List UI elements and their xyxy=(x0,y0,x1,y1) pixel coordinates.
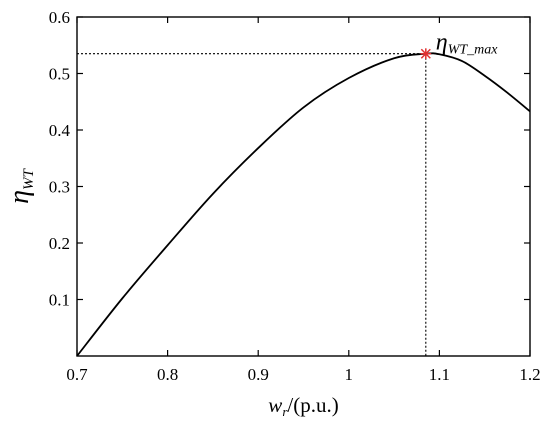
series-line xyxy=(77,53,530,356)
y-label-main: η xyxy=(4,190,35,204)
max-guide-lines xyxy=(77,54,426,356)
annotation-main: η xyxy=(436,30,448,56)
annotation-sub: WT_max xyxy=(448,43,499,58)
y-tick-label: 0.3 xyxy=(49,178,70,197)
y-tick-label: 0.6 xyxy=(49,8,70,27)
y-label-sub: WT xyxy=(21,167,37,189)
y-tick-label: 0.4 xyxy=(49,121,71,140)
x-tick-label: 0.9 xyxy=(248,365,269,384)
plot-area-frame xyxy=(77,17,530,356)
max-annotation-label: ηWT_max xyxy=(436,30,498,58)
axis-ticks xyxy=(77,17,530,356)
y-tick-label: 0.5 xyxy=(49,65,70,84)
max-marker xyxy=(420,48,431,59)
x-label-suffix: /(p.u.) xyxy=(287,393,338,417)
y-axis-label: ηWT xyxy=(4,167,37,203)
x-tick-label: 1 xyxy=(345,365,354,384)
y-tick-label: 0.1 xyxy=(49,291,70,310)
x-tick-label: 0.8 xyxy=(157,365,178,384)
x-label-main: w xyxy=(268,393,282,417)
x-tick-label: 1.2 xyxy=(519,365,540,384)
x-axis-label: wr/(p.u.) xyxy=(268,393,338,419)
x-tick-label: 1.1 xyxy=(429,365,450,384)
x-tick-label: 0.7 xyxy=(66,365,88,384)
y-tick-label: 0.2 xyxy=(49,234,70,253)
